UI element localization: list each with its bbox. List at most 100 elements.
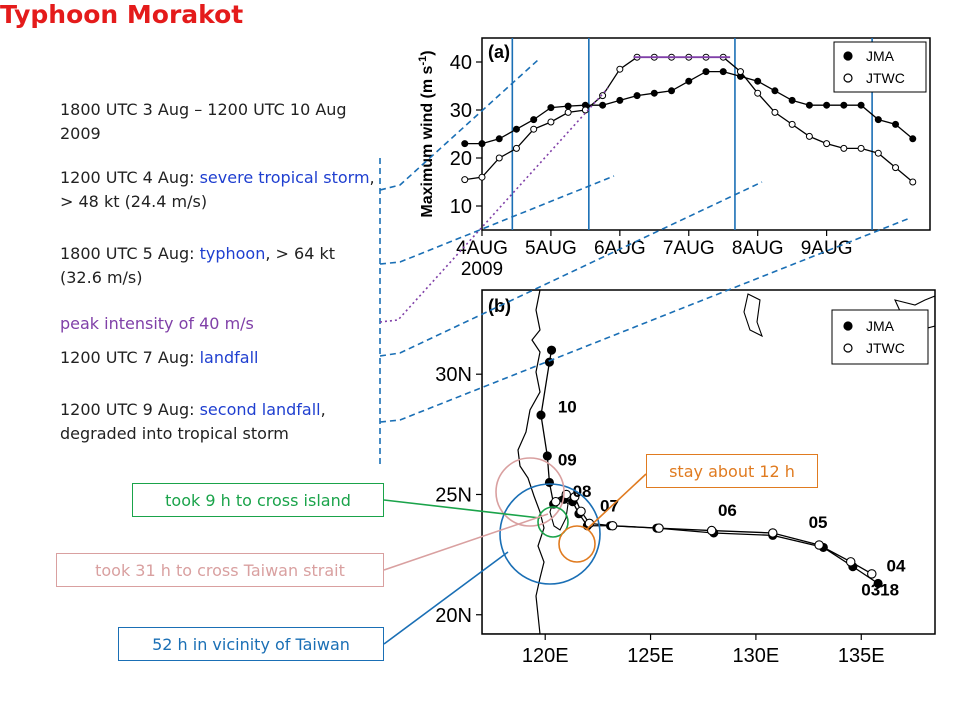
date-label-04: 04	[887, 556, 906, 575]
note-second-landfall: 1200 UTC 9 Aug: second landfall, degrade…	[60, 398, 380, 446]
callout-stay: stay about 12 h	[646, 454, 818, 488]
lon-tick-label-135E: 135E	[838, 645, 885, 667]
track-point-jtwc	[607, 520, 618, 531]
point-jtwc	[547, 118, 555, 126]
point-jma	[805, 101, 813, 109]
wind-plot-frame	[481, 37, 931, 231]
legend-b-label-jtwc: JTWC	[866, 340, 905, 356]
legend-b-marker-jma	[843, 321, 853, 331]
y-tick-label-30: 30	[450, 100, 472, 122]
point-jma	[650, 89, 658, 97]
point-jma	[702, 68, 710, 76]
x-tick-label-8AUG: 8AUG	[732, 238, 784, 259]
map-content: 0318 04 05 06 07 08 09 10	[482, 290, 935, 634]
point-jtwc	[736, 68, 744, 76]
point-jma	[754, 77, 762, 85]
map-frame	[481, 289, 936, 635]
point-jma	[478, 140, 486, 148]
panel-a-label: (a)	[488, 42, 510, 62]
callout-vicinity: 52 h in vicinity of Taiwan	[118, 627, 384, 661]
lon-tick-label-130E: 130E	[733, 645, 780, 667]
y-axis-label-sup: -1	[417, 56, 429, 66]
note-landfall-event: landfall	[199, 348, 259, 367]
point-jma	[633, 92, 641, 100]
legend-a-label-jma: JMA	[866, 48, 895, 64]
date-label-08: 08	[573, 482, 592, 501]
date-label-0318: 0318	[861, 581, 899, 600]
point-jtwc	[754, 89, 762, 97]
island-circle	[537, 506, 569, 538]
leader-cross-island	[383, 499, 541, 519]
point-jtwc	[495, 154, 503, 162]
callout-stay-text: stay about 12 h	[669, 462, 795, 481]
x-tick-label-9AUG: 9AUG	[801, 238, 853, 259]
point-jma	[857, 101, 865, 109]
note-ty-threshold: , > 64 kt (32.6 m/s)	[60, 244, 336, 287]
point-jma	[512, 125, 520, 133]
leader-cross-strait	[383, 513, 549, 571]
strait-circle	[495, 457, 565, 527]
slide-title: Typhoon Morakot	[0, 0, 244, 29]
y-tick-label-20: 20	[450, 148, 472, 170]
lat-tick-label-20N: 20N	[435, 605, 472, 627]
y-axis-label-close: )	[419, 50, 436, 55]
callout-cross-island: took 9 h to cross island	[132, 483, 384, 517]
point-jtwc	[840, 144, 848, 152]
track-point-jma	[544, 477, 554, 487]
point-jma	[668, 87, 676, 95]
note-severe-tropical-storm: 1200 UTC 4 Aug: severe tropical storm, >…	[60, 166, 380, 214]
x-tick-label-4AUG: 4AUG	[456, 238, 508, 259]
leader-second-landfall	[379, 217, 911, 423]
note-landfall-time: 1200 UTC 7 Aug:	[60, 348, 200, 367]
point-jtwc	[461, 176, 469, 184]
point-jma	[719, 68, 727, 76]
legend-b-label-jma: JMA	[866, 318, 895, 334]
point-jtwc	[874, 149, 882, 157]
track-point-jtwc	[569, 492, 580, 502]
date-label-06: 06	[718, 501, 737, 520]
point-jtwc	[564, 108, 572, 116]
vicinity-circle	[499, 483, 601, 585]
point-jma	[547, 104, 555, 112]
lon-tick-label-125E: 125E	[627, 645, 674, 667]
track-map-panel: 0318 04 05 06 07 08 09 10 120E 125E 130E 135E 20N 25N…	[435, 289, 936, 667]
x-year-label: 2009	[461, 259, 503, 280]
legend-b	[831, 309, 929, 365]
mainland-coastline	[482, 290, 545, 634]
point-jma	[892, 120, 900, 128]
note-peak-event: peak intensity	[60, 314, 174, 333]
track-point-jtwc	[576, 506, 586, 517]
callout-vicinity-text: 52 h in vicinity of Taiwan	[152, 635, 350, 654]
point-jma	[909, 135, 917, 143]
note-landfall: 1200 UTC 7 Aug: landfall	[60, 346, 370, 370]
point-jtwc	[530, 125, 538, 133]
track-point-jtwc	[814, 540, 824, 550]
callout-cross-strait: took 31 h to cross Taiwan strait	[56, 553, 384, 587]
x-tick-label-7AUG: 7AUG	[663, 238, 715, 259]
date-label-05: 05	[809, 513, 828, 532]
point-jtwc	[512, 144, 520, 152]
lat-tick-label-25N: 25N	[435, 484, 472, 506]
point-jtwc	[857, 144, 865, 152]
date-label-10: 10	[558, 398, 577, 417]
point-jma	[564, 102, 572, 110]
note-ty-time: 1800 UTC 5 Aug:	[60, 244, 200, 263]
callout-cross-island-text: took 9 h to cross island	[165, 491, 351, 510]
leader-typhoon	[379, 175, 615, 265]
leader-landfall	[379, 181, 763, 357]
point-jtwc	[788, 120, 796, 128]
point-jma	[599, 101, 607, 109]
note-sts-event: severe tropical storm	[199, 168, 370, 187]
point-jma	[874, 116, 882, 124]
point-jtwc	[599, 92, 607, 100]
track-point-jtwc	[706, 525, 717, 536]
point-jtwc	[478, 173, 486, 181]
point-jtwc	[909, 178, 917, 186]
note-peak-value: of 40 m/s	[173, 314, 254, 333]
legend-a-label-jtwc: JTWC	[866, 70, 905, 86]
track-point-jma	[542, 451, 552, 461]
leader-stay	[585, 473, 647, 531]
date-label-09: 09	[558, 451, 577, 470]
stay-circle	[558, 525, 596, 563]
